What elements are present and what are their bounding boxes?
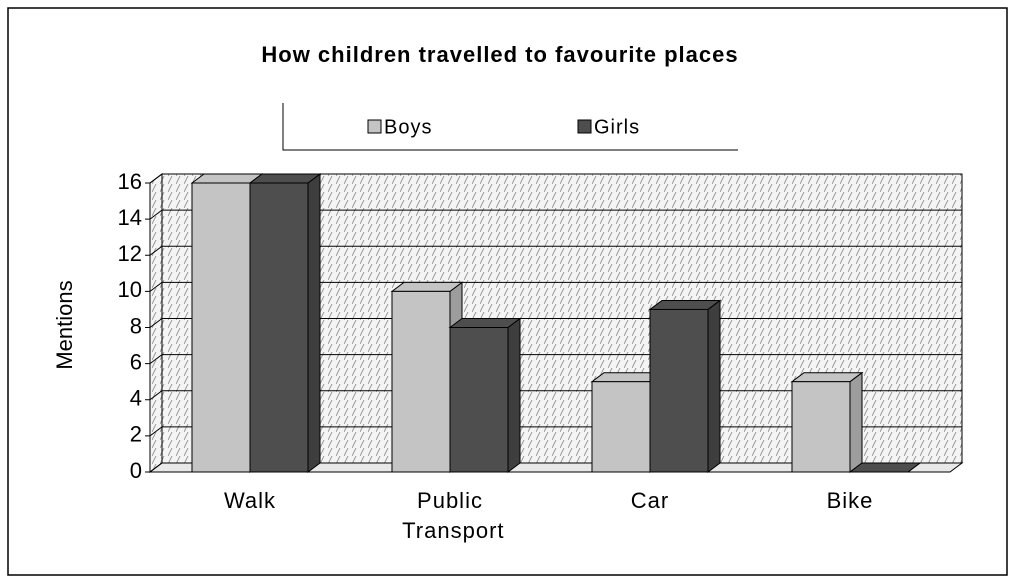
grid-line	[149, 173, 962, 184]
x-tick-label: Public Transport	[395, 488, 504, 543]
legend-label: Boys	[384, 116, 432, 138]
bar	[191, 182, 251, 473]
bar-top	[448, 318, 522, 328]
bar-side	[707, 299, 721, 473]
x-tick-label: Car	[631, 488, 669, 513]
x-tick-label: Walk	[224, 488, 276, 513]
bar	[649, 308, 709, 473]
bar-side	[849, 371, 863, 473]
y-tick-label: 4	[130, 386, 142, 411]
grid-line	[149, 245, 962, 256]
x-tick-label: Bike	[827, 488, 874, 513]
bar	[591, 381, 651, 473]
grid-line	[149, 209, 962, 220]
bar	[449, 327, 509, 473]
bar-top	[648, 299, 722, 310]
y-tick-label: 2	[130, 422, 142, 447]
legend-label: Girls	[594, 116, 640, 138]
y-tick-label: 14	[118, 205, 142, 230]
bar	[391, 290, 451, 473]
y-tick-label: 12	[118, 241, 142, 266]
legend-box	[282, 103, 738, 151]
bar-top	[790, 372, 864, 383]
bar-side	[507, 317, 521, 473]
bar	[249, 182, 309, 473]
y-tick-label: 10	[118, 277, 142, 302]
y-tick-label: 8	[130, 313, 142, 338]
y-tick-label: 6	[130, 349, 142, 374]
bar-side	[307, 173, 321, 473]
bar-top	[248, 173, 322, 184]
bar-top	[390, 281, 464, 292]
bar	[791, 381, 851, 473]
grid-line	[149, 281, 962, 292]
bar-top	[848, 462, 922, 473]
chart-title: How children travelled to favourite plac…	[261, 42, 738, 67]
legend-swatch	[577, 119, 592, 134]
legend-swatch	[367, 119, 382, 134]
y-axis-label: Mentions	[52, 280, 77, 369]
y-tick-label: 0	[130, 458, 142, 483]
y-tick-label: 16	[118, 169, 142, 194]
